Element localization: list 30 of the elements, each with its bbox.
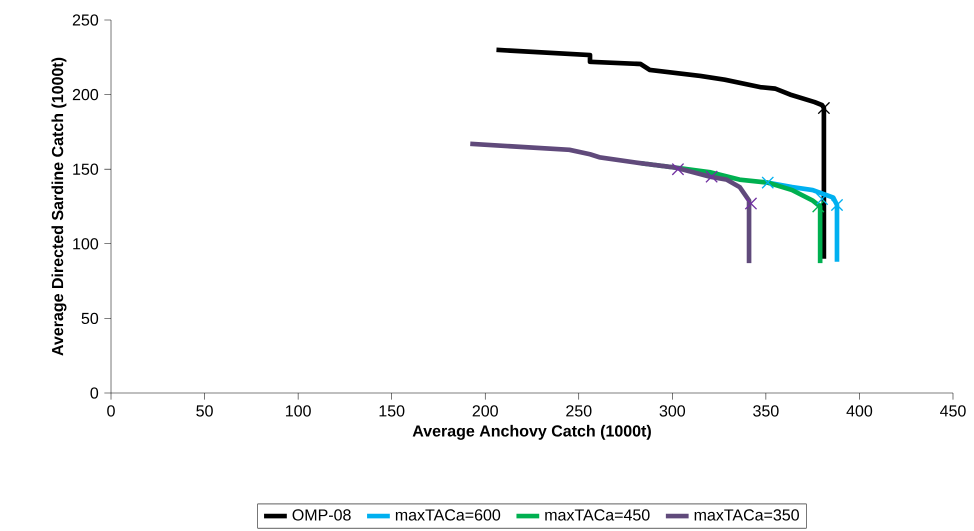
point xyxy=(818,102,830,114)
x-tick-label: 150 xyxy=(380,405,404,417)
x-tick-label: 300 xyxy=(660,405,686,417)
x-tick-label: 450 xyxy=(940,405,966,417)
x-tick-label: 400 xyxy=(846,405,872,417)
x-tick-label: 250 xyxy=(566,405,592,417)
point xyxy=(672,162,684,176)
x-tick-label: 0 xyxy=(107,405,115,417)
y-tick-label: 50 xyxy=(82,312,98,324)
y-tick-label: 150 xyxy=(73,164,98,175)
point xyxy=(761,176,774,189)
y-tick-label: 100 xyxy=(73,238,98,250)
point xyxy=(830,198,844,212)
y-tick-label: 200 xyxy=(72,88,98,100)
x-tick-label: 350 xyxy=(753,405,779,417)
legend-label: OMP-08 xyxy=(292,509,351,521)
x-tick-label: 50 xyxy=(196,405,213,417)
legend-label: maxTACa=350 xyxy=(694,509,799,521)
y-axis-title: Average Directed Sardine Catch (1000t) xyxy=(51,58,66,356)
x-axis-title: Average Anchovy Catch (1000t) xyxy=(412,424,651,440)
point xyxy=(816,192,828,206)
x-tick-label: 200 xyxy=(472,405,498,417)
y-tick-label: 0 xyxy=(90,387,98,399)
x-tick-label: 100 xyxy=(286,405,311,417)
point xyxy=(812,200,825,213)
point xyxy=(744,197,758,210)
legend-label: maxTACa=600 xyxy=(396,509,500,521)
point xyxy=(705,170,718,183)
legend-label: maxTACa=450 xyxy=(545,509,650,521)
y-tick-label: 250 xyxy=(72,14,98,26)
